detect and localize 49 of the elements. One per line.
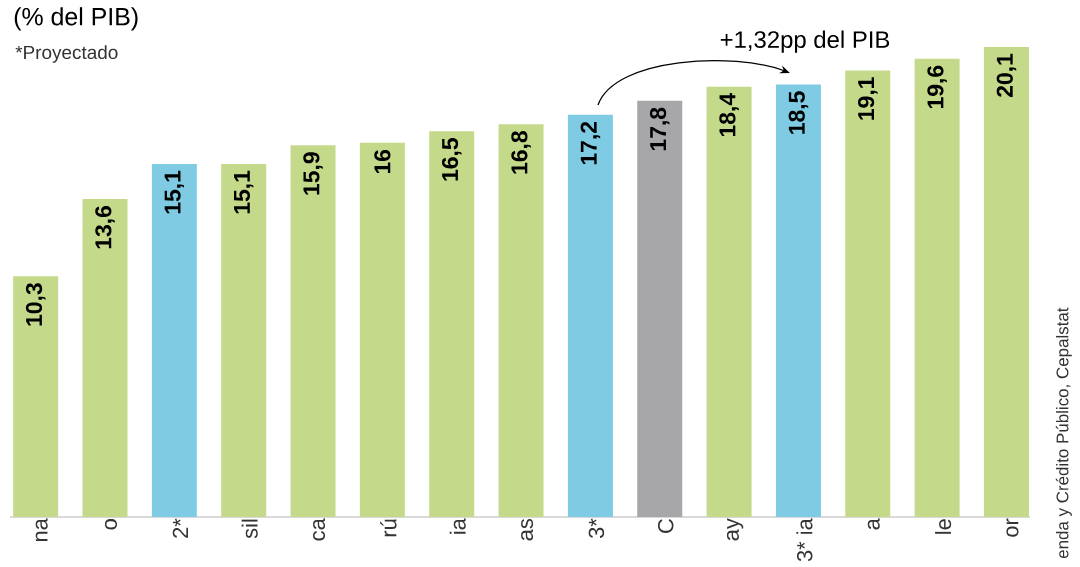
x-tick-label: le <box>935 519 952 534</box>
bar <box>914 58 960 517</box>
data-label: 19,6 <box>927 65 947 109</box>
text: enda y Crédito Público, Cepalstat <box>1055 307 1072 559</box>
x-tick-label: o <box>104 519 118 530</box>
data-label: 15,1 <box>164 170 184 214</box>
data-label: 13,6 <box>95 206 115 249</box>
data-label: 16 <box>374 149 391 174</box>
x-tick-label: as <box>521 518 534 541</box>
bar <box>498 124 544 517</box>
x-tick-label: ay <box>726 518 744 541</box>
bar <box>775 84 821 517</box>
annotation: +1,32pp del PIB <box>720 30 890 53</box>
bar <box>359 142 405 517</box>
data-label: 16,8 <box>511 131 531 174</box>
data-label: 19,1 <box>857 77 878 120</box>
data-label: 17,8 <box>649 107 670 151</box>
bar <box>567 114 613 517</box>
bar <box>983 46 1029 517</box>
x-tick-label: ca <box>313 518 326 541</box>
x-tick-label: a <box>867 518 880 530</box>
data-label: 15,9 <box>303 152 323 195</box>
chart-subtitle: *Proyectado <box>15 45 118 63</box>
bar <box>82 198 128 517</box>
chart-title: (% del PIB) <box>14 7 138 31</box>
x-tick-label: 3* ia <box>796 518 813 562</box>
bar <box>845 70 891 517</box>
x-tick-label: ia <box>449 518 466 534</box>
x-tick-label: rú <box>380 519 397 537</box>
bar <box>13 276 59 517</box>
data-label: 17,2 <box>580 121 601 165</box>
data-label: 18,4 <box>719 93 739 137</box>
data-label: 15,1 <box>234 170 254 214</box>
x-tick-label: na <box>35 518 48 542</box>
data-label: 10,3 <box>25 283 46 326</box>
bar <box>429 131 475 517</box>
x-tick-label: sil <box>241 519 258 539</box>
x-tick-label: 2* <box>172 518 188 538</box>
x-tick-label: 3* <box>588 518 605 539</box>
x-tick-label: C <box>657 519 674 533</box>
bar <box>151 163 197 517</box>
data-label: 18,5 <box>788 91 809 134</box>
bar <box>221 163 267 517</box>
data-label: 16,5 <box>441 138 462 181</box>
bar <box>706 86 752 517</box>
x-tick-label: or <box>1006 518 1019 537</box>
bar <box>290 145 336 517</box>
data-label: 20,1 <box>996 53 1017 97</box>
bar <box>637 100 683 517</box>
